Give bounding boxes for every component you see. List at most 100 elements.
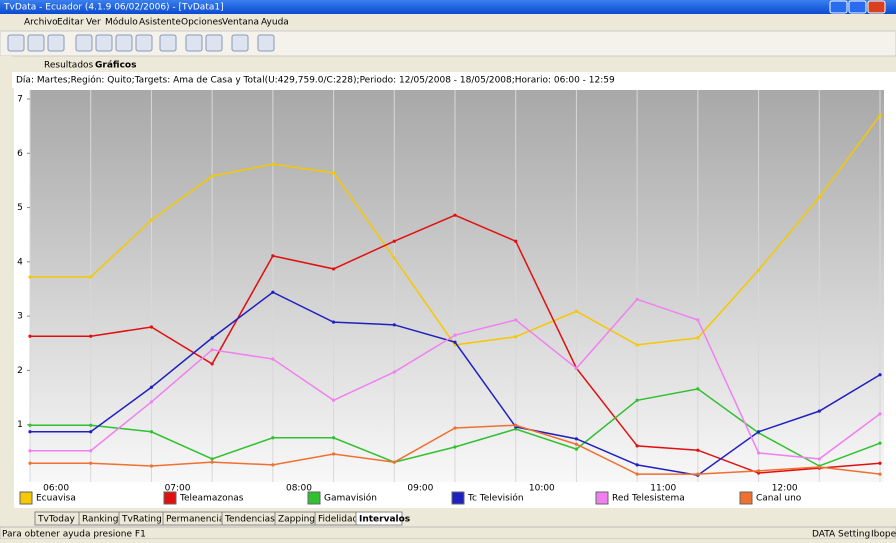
toolbar-button[interactable] — [135, 34, 153, 52]
x-tick-label: 10:00 — [529, 484, 555, 494]
point — [756, 268, 761, 272]
point — [210, 457, 214, 461]
menu-item[interactable]: Opciones — [181, 18, 223, 28]
point — [271, 463, 275, 467]
toolbar-button[interactable] — [47, 34, 65, 52]
point — [635, 472, 639, 476]
point — [696, 387, 700, 391]
point — [696, 472, 700, 476]
point — [453, 445, 457, 449]
tab[interactable]: Intervalos — [359, 515, 410, 525]
point — [331, 452, 336, 456]
legend-swatch — [451, 491, 465, 505]
title-bar — [0, 0, 896, 14]
toolbar-button[interactable] — [205, 34, 223, 52]
point — [878, 472, 882, 476]
tab-frame[interactable] — [355, 511, 403, 526]
toolbar-button[interactable] — [75, 34, 93, 52]
point — [210, 336, 214, 340]
point — [392, 370, 396, 374]
point — [149, 385, 154, 389]
point — [453, 213, 457, 217]
toolbar-button[interactable] — [159, 34, 177, 52]
plot-area — [30, 90, 884, 482]
menu-item[interactable]: Archivo — [24, 18, 58, 28]
point — [635, 398, 639, 402]
point — [89, 275, 93, 279]
point — [635, 463, 639, 467]
point — [28, 461, 32, 465]
status-panel: DATA — [812, 530, 836, 540]
point — [331, 320, 336, 324]
point — [210, 362, 214, 366]
toolbar-button[interactable] — [257, 34, 275, 52]
y-tick-label: 2 — [17, 366, 23, 376]
point — [331, 171, 336, 175]
menu-item[interactable]: Asistente — [139, 18, 181, 28]
maximize[interactable] — [848, 0, 867, 14]
y-tick-label: 7 — [17, 95, 23, 105]
point — [574, 366, 579, 370]
menu-item[interactable]: Ayuda — [261, 18, 289, 28]
point — [878, 441, 882, 445]
point — [392, 256, 396, 260]
tab[interactable]: Tendencias — [224, 515, 275, 525]
point — [28, 423, 32, 427]
point — [696, 336, 700, 340]
toolbar-button[interactable] — [115, 34, 133, 52]
y-tick-label: 5 — [17, 203, 23, 213]
legend-swatch — [739, 491, 753, 505]
legend-label: Canal uno — [756, 494, 802, 504]
tab[interactable]: Permanencia — [166, 515, 224, 525]
legend-swatch — [307, 491, 321, 505]
point — [817, 465, 821, 469]
y-tick-label: 3 — [17, 312, 23, 322]
toolbar-button[interactable] — [185, 34, 203, 52]
legend-label: Ecuavisa — [36, 494, 76, 504]
point — [149, 325, 154, 329]
toolbar-button[interactable] — [27, 34, 45, 52]
point — [331, 267, 336, 271]
point — [392, 239, 396, 243]
tab[interactable]: Zapping — [278, 515, 315, 525]
menu-item[interactable]: Ver — [86, 18, 101, 28]
x-tick-label: 09:00 — [407, 484, 433, 494]
tab[interactable]: Ranking — [82, 515, 118, 525]
toolbar-button[interactable] — [95, 34, 113, 52]
menu-item[interactable]: Editar — [57, 18, 84, 28]
point — [28, 275, 32, 279]
point — [89, 334, 93, 338]
window-title: TvData - Ecuador (4.1.9 06/02/2006) - [T… — [3, 3, 224, 13]
side-strip — [0, 56, 12, 511]
point — [817, 409, 821, 413]
x-tick-label: 11:00 — [650, 484, 676, 494]
point — [696, 448, 700, 452]
tab[interactable]: Resultados — [44, 61, 94, 71]
tab[interactable]: TvRating — [121, 515, 162, 525]
status-panel: Ibope — [871, 530, 896, 540]
point — [878, 461, 882, 465]
status-panel: Setting — [838, 530, 870, 540]
x-tick-label: 07:00 — [165, 484, 191, 494]
minimize[interactable] — [829, 0, 848, 14]
toolbar-button[interactable] — [231, 34, 249, 52]
tab[interactable]: TvToday — [37, 515, 76, 525]
point — [878, 412, 882, 416]
close[interactable] — [867, 0, 886, 14]
point — [574, 309, 579, 313]
point — [514, 239, 518, 243]
menu-item[interactable]: Ventana — [222, 18, 259, 28]
point — [271, 436, 275, 440]
point — [149, 400, 154, 404]
point — [271, 162, 275, 166]
point — [756, 469, 761, 473]
info-bar — [12, 72, 896, 88]
toolbar — [0, 30, 896, 57]
tab[interactable]: Gráficos — [95, 61, 136, 71]
tab[interactable]: Fidelidad — [318, 515, 358, 525]
point — [392, 460, 396, 464]
point — [453, 340, 457, 344]
toolbar-button[interactable] — [7, 34, 25, 52]
menu-item[interactable]: Módulo — [105, 17, 138, 28]
legend-label: Teleamazonas — [179, 494, 244, 504]
